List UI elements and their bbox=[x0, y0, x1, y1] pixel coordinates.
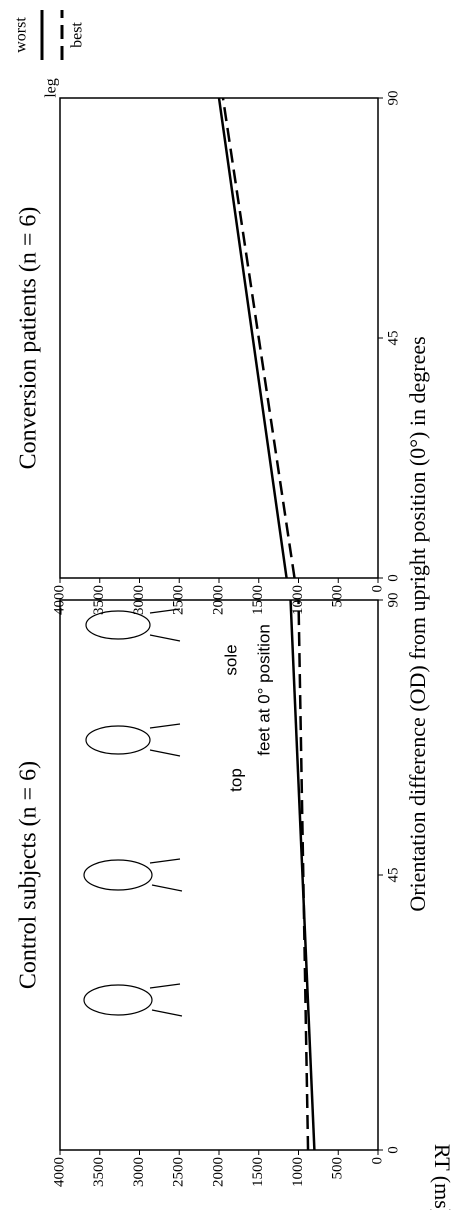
x-tick-label: 0 bbox=[385, 1146, 401, 1154]
y-tick-label: 4000 bbox=[51, 1157, 67, 1187]
chart-title: Conversion patients (n = 6) bbox=[16, 207, 42, 470]
legend-title: leg bbox=[43, 78, 60, 98]
feet-illustration bbox=[84, 609, 182, 1016]
y-tick-label: 2000 bbox=[210, 585, 226, 615]
plot-frame bbox=[60, 600, 378, 1150]
x-tick-label: 0 bbox=[385, 574, 401, 582]
foot-ankle bbox=[150, 609, 182, 1016]
x-tick-label: 90 bbox=[385, 593, 401, 608]
figure: Control subjects (n = 6) 0 500 1000 1500 2000… bbox=[0, 0, 460, 1210]
x-tick-label: 45 bbox=[385, 331, 401, 346]
foot-top bbox=[84, 860, 152, 890]
y-tick-label: 0 bbox=[369, 585, 385, 593]
y-tick-label: 1500 bbox=[250, 1157, 266, 1187]
y-tick-label: 3000 bbox=[131, 1157, 147, 1187]
y-tick-label: 0 bbox=[369, 1157, 385, 1165]
legend-label: best bbox=[69, 22, 86, 48]
y-tick-label: 500 bbox=[330, 1157, 346, 1180]
y-tick-label: 2500 bbox=[171, 585, 187, 615]
data-line bbox=[299, 600, 309, 1150]
y-tick-label: 3000 bbox=[131, 585, 147, 615]
x-tick-label: 45 bbox=[385, 868, 401, 883]
annotation: top bbox=[226, 768, 245, 792]
annotation: sole bbox=[221, 644, 240, 675]
y-tick-label: 500 bbox=[330, 585, 346, 608]
y-tick-label: 2500 bbox=[171, 1157, 187, 1187]
foot-sole bbox=[86, 726, 150, 754]
y-tick-label: 1000 bbox=[290, 585, 306, 615]
x-axis-label: Orientation difference (OD) from upright… bbox=[405, 336, 430, 911]
data-line bbox=[219, 98, 287, 578]
legend-label: worst bbox=[13, 17, 30, 53]
y-tick-label: 3500 bbox=[91, 1157, 107, 1187]
x-tick-label: 90 bbox=[385, 91, 401, 106]
rotated-figure: Control subjects (n = 6) 0 500 1000 1500 2000… bbox=[13, 10, 455, 1210]
chart-title: Control subjects (n = 6) bbox=[16, 761, 42, 989]
y-axis-label: RT (ms) bbox=[430, 1144, 455, 1210]
plot-frame bbox=[60, 98, 378, 578]
y-tick-label: 3500 bbox=[91, 585, 107, 615]
y-tick-label: 1000 bbox=[290, 1157, 306, 1187]
y-tick-label: 2000 bbox=[210, 1157, 226, 1187]
foot-top bbox=[84, 985, 152, 1015]
y-tick-label: 1500 bbox=[250, 585, 266, 615]
data-line bbox=[223, 98, 295, 578]
y-tick-label: 4000 bbox=[51, 585, 67, 615]
annotation: feet at 0° position bbox=[254, 624, 273, 756]
